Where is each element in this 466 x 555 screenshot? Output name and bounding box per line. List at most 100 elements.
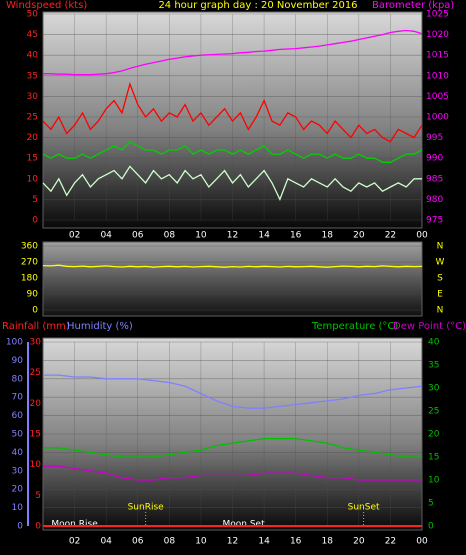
x-tick-label: 10 <box>195 231 207 241</box>
y3-tick-label: 100 <box>6 338 23 348</box>
y2-tick-label: 990 <box>426 154 443 164</box>
y-tick-label: 10 <box>27 174 39 184</box>
y2-tick-label: 1005 <box>426 92 449 102</box>
series-line <box>42 264 423 268</box>
y2-tick-label: 980 <box>426 195 443 205</box>
y-tick-label: 35 <box>27 71 38 81</box>
series-line <box>42 140 423 163</box>
y-tick-label: 5 <box>32 195 38 205</box>
y-tick-label: 15 <box>30 430 41 440</box>
annotation: Moon Rise <box>51 520 98 530</box>
x-tick-label: 02 <box>69 231 80 241</box>
y-tick-label: 90 <box>27 290 39 300</box>
series-line <box>42 81 423 143</box>
y2-tick-label: 10 <box>428 476 440 486</box>
y3-tick-label: 30 <box>12 466 24 476</box>
x-tick-label: 20 <box>353 231 365 241</box>
y-tick-label: 0 <box>35 522 41 532</box>
annotation: SunSet <box>348 503 380 513</box>
x-tick-label: 08 <box>164 537 176 547</box>
x-tick-label: 02 <box>69 537 80 547</box>
x-tick-label: 22 <box>385 231 396 241</box>
y2-tick-label: 5 <box>428 499 434 509</box>
y2-tick-label: 1025 <box>426 10 449 20</box>
x-tick-label: 06 <box>132 231 144 241</box>
y2-tick-label: 1015 <box>426 51 449 61</box>
y3-tick-label: 90 <box>12 356 24 366</box>
y-tick-label: 30 <box>30 338 42 348</box>
legend-rainfall: Rainfall (mm) <box>2 321 70 332</box>
y3-tick-label: 40 <box>12 448 24 458</box>
series-line <box>43 374 423 409</box>
x-tick-label: 12 <box>227 231 238 241</box>
y-tick-label: 360 <box>21 242 38 252</box>
x-tick-label: 18 <box>322 231 334 241</box>
annotation: SunRise <box>128 503 165 513</box>
y2-tick-label: W <box>436 258 445 268</box>
legend-dew-point: Dew Point (°C) <box>393 321 466 332</box>
series-line <box>42 165 422 202</box>
y2-tick-label: 995 <box>426 133 443 143</box>
y2-tick-label: 40 <box>428 338 440 348</box>
x-tick-label: 18 <box>322 537 334 547</box>
y2-tick-label: 30 <box>428 384 440 394</box>
y2-tick-label: 1020 <box>426 30 449 40</box>
y3-tick-label: 70 <box>12 393 24 403</box>
y-tick-label: 0 <box>32 216 38 226</box>
y2-axis-label: Barometer (kpa) <box>372 0 454 11</box>
legend-humidity: Humidity (%) <box>67 321 133 332</box>
x-tick-label: 08 <box>164 231 176 241</box>
x-tick-label: 00 <box>416 537 428 547</box>
y-axis-label: Windspeed (kts) <box>6 0 87 11</box>
x-tick-label: 20 <box>353 537 365 547</box>
y-tick-label: 15 <box>27 154 38 164</box>
series-line <box>43 29 423 76</box>
y3-tick-label: 0 <box>17 522 23 532</box>
y3-tick-label: 60 <box>12 411 24 421</box>
y-tick-label: 20 <box>27 133 39 143</box>
y2-tick-label: 0 <box>428 522 434 532</box>
y3-tick-label: 10 <box>12 503 24 513</box>
x-tick-label: 16 <box>290 231 302 241</box>
y2-tick-label: 35 <box>428 361 439 371</box>
y3-tick-label: 50 <box>12 430 24 440</box>
x-tick-label: 14 <box>258 231 270 241</box>
y2-tick-label: 25 <box>428 407 439 417</box>
x-tick-label: 04 <box>100 231 112 241</box>
y2-tick-label: S <box>437 274 443 284</box>
x-tick-label: 12 <box>227 537 238 547</box>
y-tick-label: 0 <box>32 306 38 316</box>
y2-tick-label: 15 <box>428 453 439 463</box>
y-tick-label: 50 <box>27 10 39 20</box>
x-tick-label: 14 <box>258 537 270 547</box>
x-tick-label: 10 <box>195 537 207 547</box>
y-tick-label: 25 <box>27 113 38 123</box>
y-tick-label: 30 <box>27 92 39 102</box>
y2-tick-label: N <box>437 242 444 252</box>
x-tick-label: 22 <box>385 537 396 547</box>
y2-tick-label: 1010 <box>426 71 449 81</box>
x-tick-label: 00 <box>416 231 428 241</box>
panel-direction <box>42 241 423 317</box>
y-tick-label: 20 <box>30 399 42 409</box>
y-tick-label: 180 <box>21 274 38 284</box>
y-tick-label: 25 <box>30 368 41 378</box>
y2-tick-label: N <box>437 306 444 316</box>
y-tick-label: 40 <box>27 51 39 61</box>
y2-tick-label: 20 <box>428 430 440 440</box>
series-line <box>43 437 422 458</box>
chart-title: 24 hour graph day : 20 November 2016 <box>158 0 357 11</box>
y2-tick-label: 985 <box>426 174 443 184</box>
annotation: Moon Set <box>222 520 265 530</box>
x-tick-label: 16 <box>290 537 302 547</box>
legend-temperature: Temperature (°C) <box>311 321 398 332</box>
x-tick-label: 06 <box>132 537 144 547</box>
series-line <box>43 465 422 481</box>
y2-tick-label: 975 <box>426 216 443 226</box>
y2-tick-label: E <box>437 290 443 300</box>
y-tick-label: 10 <box>30 460 42 470</box>
y3-tick-label: 20 <box>12 485 24 495</box>
y2-tick-label: 1000 <box>426 113 449 123</box>
